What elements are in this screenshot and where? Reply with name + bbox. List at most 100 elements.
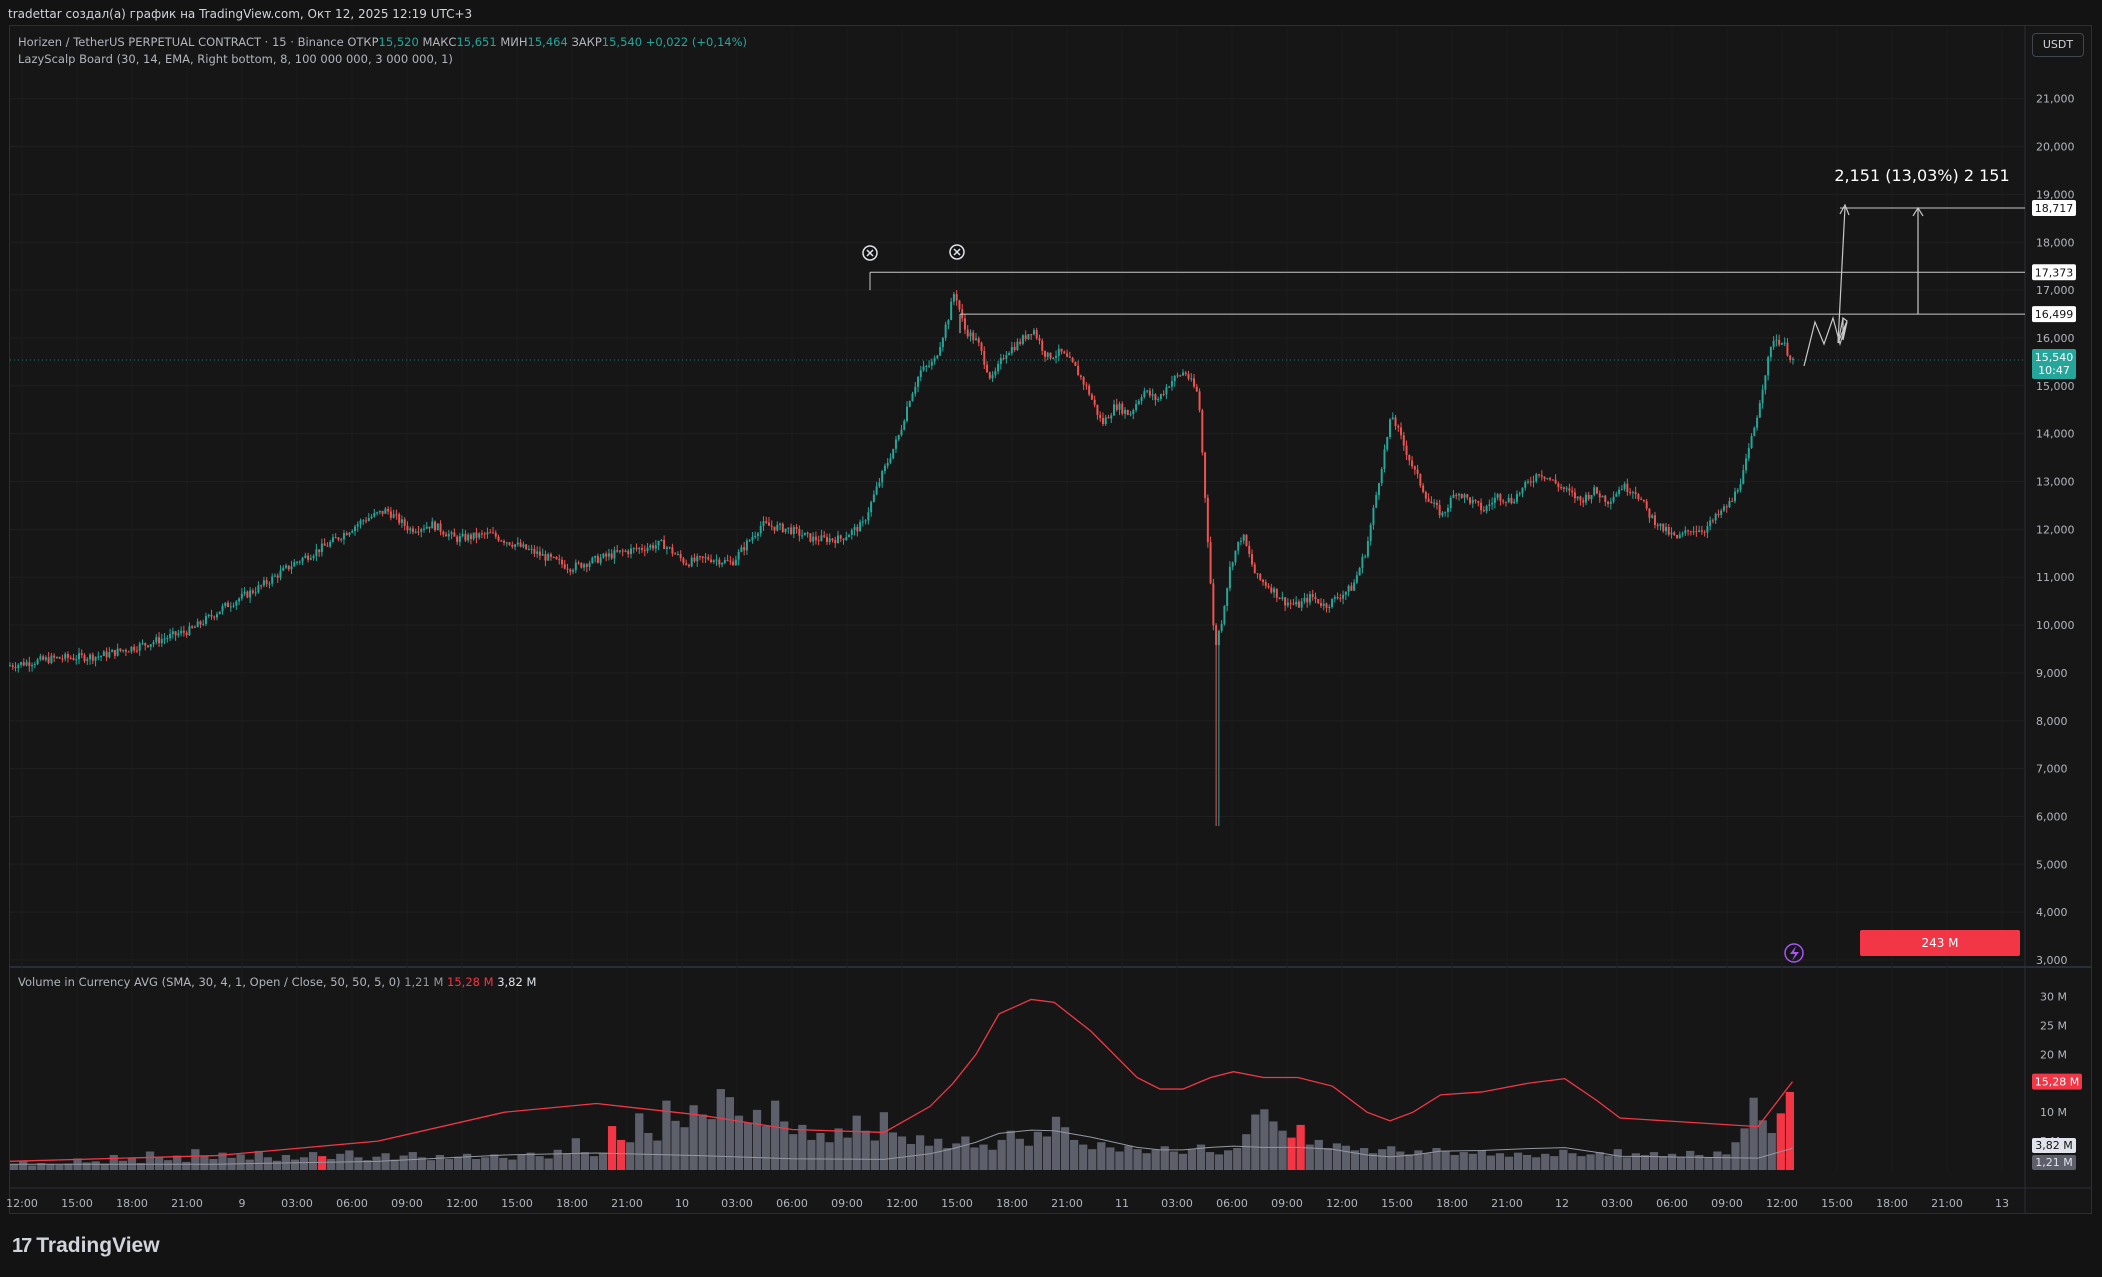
symbol-name[interactable]: Horizen / TetherUS PERPETUAL CONTRACT · … [18, 35, 344, 49]
price-tick-label: 16,000 [2036, 332, 2075, 345]
candle-body [378, 510, 381, 513]
price-tick-label: 17,000 [2036, 284, 2075, 297]
volume-legend[interactable]: Volume in Currency AVG (SMA, 30, 4, 1, O… [18, 975, 536, 989]
volume-bar [1242, 1134, 1251, 1170]
candle-body [1538, 474, 1541, 476]
volume-bar [444, 1159, 454, 1170]
volume-bar [462, 1153, 472, 1170]
candle-body [1535, 474, 1538, 482]
candle-body [1010, 346, 1013, 354]
candle-body [290, 566, 293, 570]
candle-body [1665, 527, 1667, 532]
candle-body [773, 526, 776, 531]
candle-body [1173, 376, 1176, 382]
candle-body [538, 551, 541, 556]
candle-body [392, 514, 395, 518]
candle-body [522, 544, 525, 547]
candle-body [1364, 556, 1367, 558]
candle-body [1458, 494, 1460, 496]
candle-body [527, 549, 530, 551]
candle-body [1066, 353, 1069, 357]
volume-bar [82, 1162, 91, 1170]
candle-body [1209, 542, 1212, 584]
time-tick-label: 03:00 [1601, 1197, 1633, 1210]
candle-body [1113, 404, 1115, 416]
candle-body [475, 532, 478, 538]
candle-body [1110, 415, 1113, 419]
volume-bar [499, 1157, 508, 1170]
candle-body [1295, 601, 1298, 605]
indicator-legend[interactable]: LazyScalp Board (30, 14, EMA, Right bott… [18, 52, 453, 66]
candle-body [1019, 341, 1022, 344]
candle-body [1687, 530, 1690, 532]
candle-body [489, 532, 492, 534]
candle-body [1629, 492, 1632, 494]
candle-body [1146, 390, 1149, 392]
candle-body [544, 554, 547, 561]
volume-bar [725, 1097, 734, 1170]
volume-bar [861, 1130, 870, 1170]
candle-body [177, 633, 180, 636]
candle-body [1107, 417, 1110, 419]
candle-body [734, 559, 737, 566]
candle-body [166, 638, 169, 640]
time-tick-label: 18:00 [1876, 1197, 1908, 1210]
candle-body [1455, 494, 1458, 496]
candle-body [751, 536, 754, 541]
candle-body [704, 557, 707, 559]
candle-body [710, 559, 713, 562]
candle-body [580, 562, 583, 568]
candle-body [431, 521, 434, 529]
candle-body [1278, 597, 1281, 599]
candle-body [42, 656, 45, 660]
volume-bar [345, 1150, 354, 1170]
volume-short-average-line [10, 1129, 1793, 1165]
candle-body [848, 534, 851, 538]
candle-body [1413, 466, 1416, 470]
candle-body [1711, 520, 1714, 522]
candle-body [86, 659, 89, 662]
candle-body [1099, 414, 1102, 419]
candle-body [1383, 449, 1386, 470]
candle-body [1165, 387, 1168, 395]
candle-body [594, 555, 597, 558]
candle-body [94, 656, 97, 661]
candle-body [1717, 514, 1720, 516]
candle-body [795, 527, 798, 529]
volume-bar [1341, 1145, 1351, 1170]
candle-body [1267, 585, 1270, 588]
volume-bar [1459, 1152, 1468, 1170]
price-tick-label: 3,000 [2036, 954, 2068, 967]
remove-marker-icon-cross [866, 249, 874, 257]
candle-body [1620, 489, 1623, 491]
volume-bar [1740, 1128, 1749, 1170]
time-tick-label: 03:00 [281, 1197, 313, 1210]
candle-body [271, 576, 274, 584]
volume-bar [1504, 1156, 1514, 1170]
candle-body [1082, 377, 1085, 385]
candle-body [33, 664, 36, 666]
candle-body [376, 512, 379, 514]
volume-tick-label: 20 M [2040, 1048, 2067, 1061]
candle-body [486, 532, 489, 535]
time-tick-label: 03:00 [1161, 1197, 1193, 1210]
candle-body [605, 553, 608, 557]
price-tick-label: 12,000 [2036, 523, 2075, 536]
candle-body [1101, 418, 1104, 425]
projection-zigzag [1803, 315, 1848, 367]
lightning-icon-bolt [1790, 946, 1799, 961]
candle-body [326, 545, 329, 547]
candle-body [1745, 458, 1748, 471]
candle-body [618, 550, 621, 552]
candle-body [1640, 499, 1643, 501]
candle-body [1568, 488, 1571, 491]
candle-body [127, 651, 130, 653]
volume-bar [1613, 1149, 1622, 1170]
candle-body [213, 616, 216, 618]
volume-bar [1631, 1153, 1640, 1170]
currency-button[interactable]: USDT [2032, 33, 2084, 57]
candle-body [1480, 502, 1483, 511]
candle-body [1557, 483, 1560, 488]
candle-body [1273, 588, 1276, 593]
